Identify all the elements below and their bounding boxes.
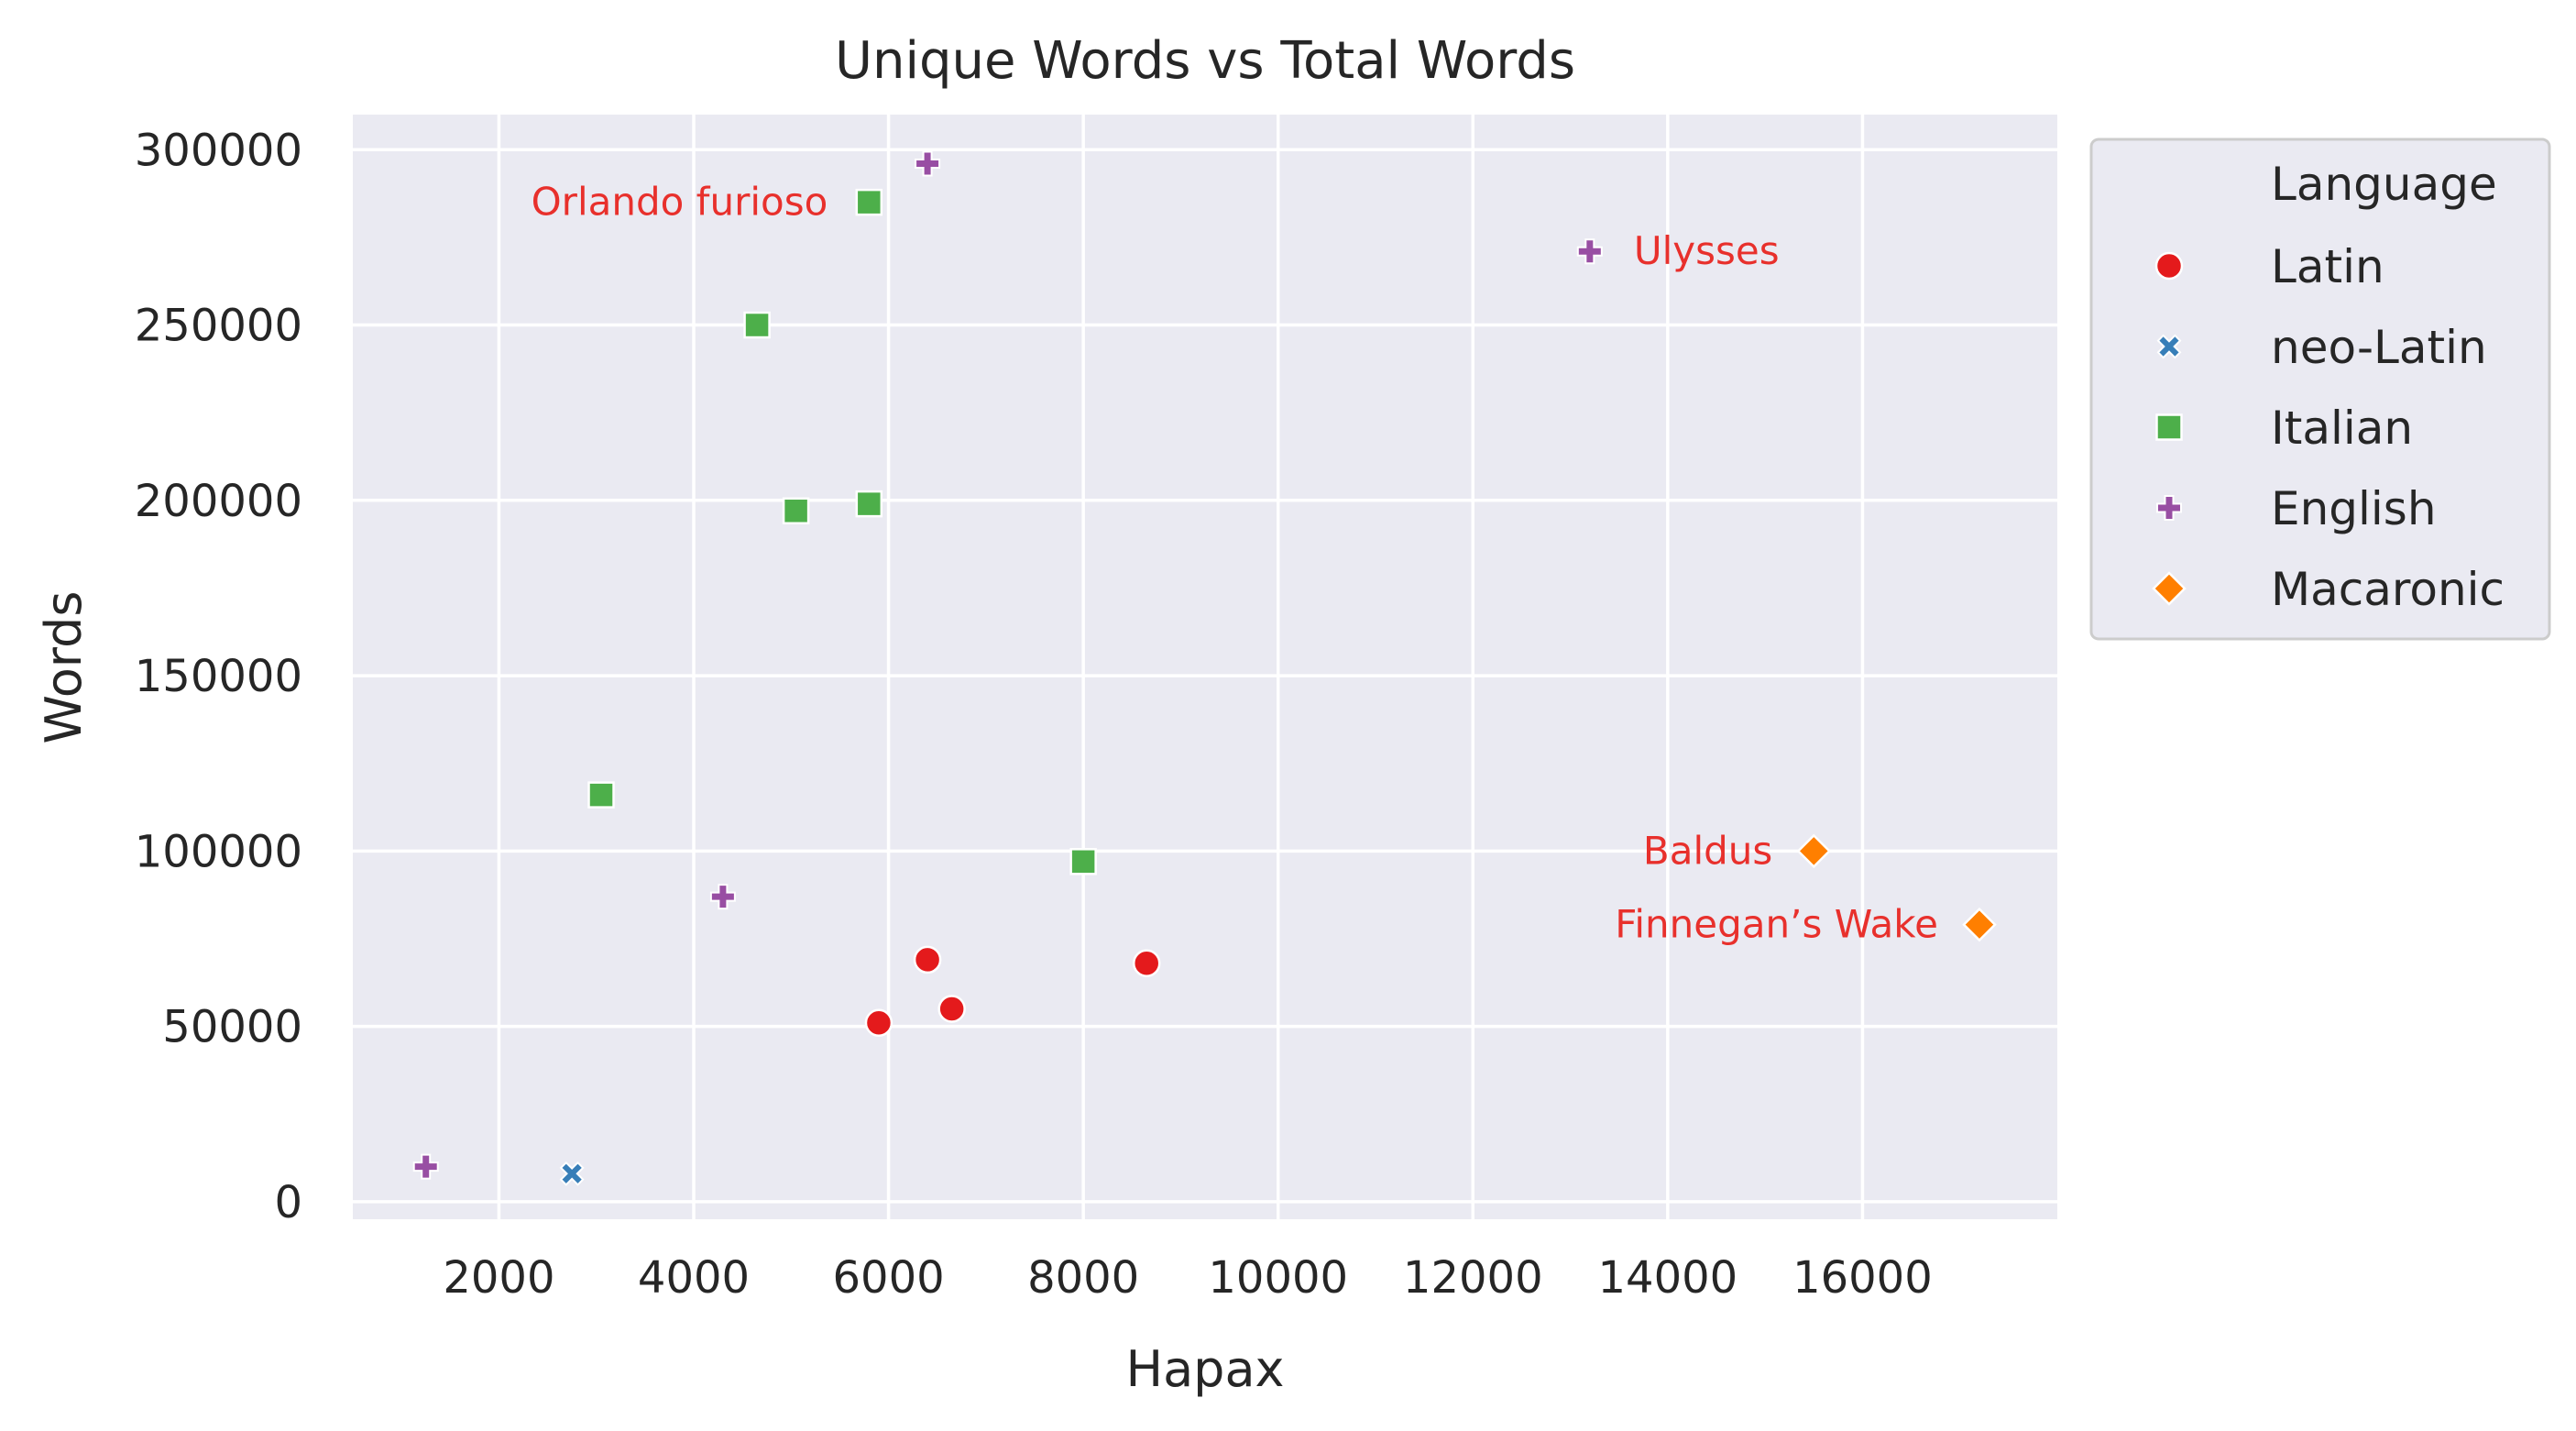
data-point-latin	[864, 1008, 893, 1038]
y-axis-ticks: 0 50000 100000 150000 200000 250000 300000	[135, 125, 302, 1228]
x-tick-label: 4000	[638, 1252, 750, 1304]
grid	[353, 115, 2057, 1219]
data-point-italian	[855, 490, 883, 518]
y-axis-label: Words	[35, 591, 93, 744]
x-tick-label: 14000	[1598, 1252, 1738, 1304]
annotation-label: Baldus	[1643, 828, 1772, 873]
data-point-italian	[855, 188, 883, 216]
data-point-neo-latin	[559, 1161, 585, 1186]
y-tick-label: 0	[274, 1177, 302, 1228]
annotation-label: Finnegan’s Wake	[1615, 902, 1938, 947]
data-point-italian	[587, 781, 615, 809]
data-point-italian	[1069, 848, 1097, 875]
y-tick-label: 150000	[135, 651, 302, 702]
x-tick-label: 12000	[1403, 1252, 1543, 1304]
y-tick-label: 100000	[135, 826, 302, 877]
data-point-italian	[743, 311, 771, 339]
x-axis-label: Hapax	[1125, 1340, 1284, 1398]
legend-label: Latin	[2271, 240, 2384, 293]
legend-marker-italian	[2155, 413, 2183, 441]
legend-label: neo-Latin	[2271, 321, 2487, 374]
y-tick-label: 300000	[135, 125, 302, 176]
x-tick-label: 8000	[1027, 1252, 1139, 1304]
chart-title: Unique Words vs Total Words	[835, 31, 1575, 91]
plot-area	[353, 115, 2057, 1219]
y-tick-label: 200000	[135, 476, 302, 527]
x-tick-label: 6000	[832, 1252, 944, 1304]
legend-title: Language	[2271, 158, 2497, 211]
data-point-italian	[782, 497, 810, 525]
legend-label: Macaronic	[2271, 563, 2505, 616]
data-point-latin	[913, 945, 942, 974]
y-tick-label: 250000	[135, 301, 302, 352]
legend-marker-macaronic	[2152, 571, 2187, 606]
x-tick-label: 2000	[443, 1252, 554, 1304]
legend-frame	[2089, 138, 2551, 641]
legend-marker-english	[2156, 495, 2182, 521]
data-point-english	[709, 884, 736, 910]
x-tick-label: 16000	[1792, 1252, 1933, 1304]
legend-marker-neo-latin	[2156, 334, 2182, 359]
annotation-label: Orlando furioso	[532, 180, 828, 225]
annotations: Orlando furioso Ulysses Baldus Finnegan’s W…	[532, 180, 1938, 947]
data-points	[412, 150, 1997, 1186]
legend-items: Latin neo-Latin Italian English Macaronic	[2152, 240, 2505, 616]
annotation-label: Ulysses	[1634, 228, 1780, 273]
data-point-english	[915, 150, 941, 177]
y-tick-label: 50000	[162, 1002, 302, 1053]
data-point-latin	[1132, 949, 1161, 977]
data-point-english	[1576, 238, 1603, 265]
data-point-macaronic	[1962, 907, 1997, 942]
data-point-latin	[937, 995, 966, 1023]
legend: Language Latin neo-Latin Italian English Mac…	[2089, 138, 2551, 641]
data-point-english	[412, 1153, 439, 1180]
x-axis-ticks: 2000 4000 6000 8000 10000 12000 14000 16000	[443, 1252, 1932, 1304]
legend-label: Italian	[2271, 402, 2413, 455]
legend-marker-latin	[2154, 251, 2184, 281]
x-tick-label: 10000	[1208, 1252, 1348, 1304]
data-point-macaronic	[1796, 833, 1832, 869]
legend-label: English	[2271, 482, 2437, 535]
